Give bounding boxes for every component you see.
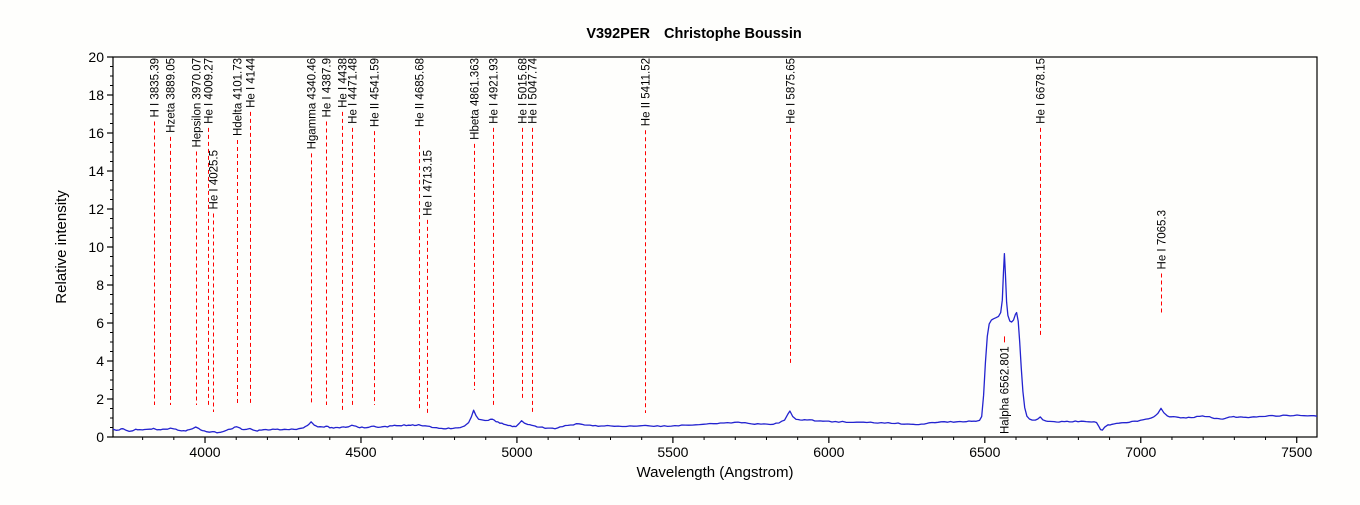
spectral-line-label: He I 4471.48 bbox=[348, 58, 360, 124]
spectral-line-label: He I 4144 bbox=[246, 57, 258, 107]
spectral-line-label: He II 5411.52 bbox=[641, 58, 653, 126]
x-tick-label: 4500 bbox=[345, 444, 376, 460]
spectrum-series bbox=[112, 253, 1318, 434]
y-tick-label: 4 bbox=[96, 353, 104, 369]
y-tick-label: 20 bbox=[88, 49, 104, 65]
x-tick-label: 5000 bbox=[501, 444, 532, 460]
spectral-line-label: He I 5015.68 bbox=[518, 58, 530, 124]
x-tick-label: 5500 bbox=[657, 444, 688, 460]
y-tick-label: 16 bbox=[88, 125, 104, 141]
y-axis-label: Relative intensity bbox=[53, 190, 70, 304]
spectral-line-label: Hbeta 4861.363 bbox=[470, 58, 482, 140]
spectral-line-label: He I 4009.27 bbox=[204, 58, 216, 124]
x-axis-label: Wavelength (Angstrom) bbox=[636, 464, 793, 481]
spectral-line-label: He I 4387.9 bbox=[322, 58, 334, 117]
spectral-line-label: He I 7065.3 bbox=[1157, 210, 1169, 269]
spectral-line-label: He I 6678.15 bbox=[1036, 58, 1048, 124]
x-tick-label: 4000 bbox=[189, 444, 220, 460]
spectral-line-label: He I 4921.93 bbox=[489, 58, 501, 124]
spectral-line-label: He I 5875.65 bbox=[786, 58, 798, 124]
spectrum-series-group bbox=[112, 253, 1318, 434]
chart-title-object: V392PER bbox=[586, 26, 650, 42]
spectral-line-label: He II 4541.59 bbox=[370, 58, 382, 127]
x-tick-label: 6500 bbox=[969, 444, 1000, 460]
spectral-line-label: Halpha 6562.801 bbox=[1000, 346, 1012, 434]
y-tick-label: 0 bbox=[96, 429, 104, 445]
x-tick-label: 7500 bbox=[1281, 444, 1312, 460]
spectral-line-label: He I 4713.15 bbox=[423, 150, 435, 216]
y-tick-label: 8 bbox=[96, 277, 104, 293]
y-tick-label: 12 bbox=[88, 201, 104, 217]
x-tick-label: 6000 bbox=[813, 444, 844, 460]
plot-frame bbox=[112, 56, 1318, 438]
spectral-line-label: He II 4685.68 bbox=[415, 58, 427, 127]
spectral-line-label: Hgamma 4340.46 bbox=[307, 58, 319, 149]
spectral-line-label: He I 4438 bbox=[338, 58, 350, 108]
spectral-line-markers: H I 3835.39 Hzeta 3889.05 Hepsilon 3970.07… bbox=[150, 57, 1169, 434]
chart-title-author: Christophe Boussin bbox=[664, 26, 802, 42]
spectral-line-label: He I 5047.74 bbox=[528, 57, 540, 123]
y-tick-label: 14 bbox=[88, 163, 104, 179]
y-tick-label: 18 bbox=[88, 87, 104, 103]
x-tick-label: 7000 bbox=[1125, 444, 1156, 460]
spectral-line-label: Hepsilon 3970.07 bbox=[192, 58, 204, 148]
spectral-line-label: He I 4025.5 bbox=[209, 150, 221, 209]
y-tick-label: 6 bbox=[96, 315, 104, 331]
spectral-line-label: Hzeta 3889.05 bbox=[166, 58, 178, 133]
spectral-line-label: Hdelta 4101.73 bbox=[233, 58, 245, 136]
y-tick-label: 2 bbox=[96, 391, 104, 407]
axes: 4000 4500 5000 5500 6000 6500 7000 7500 0 2 4 6 8 10 1… bbox=[88, 49, 1318, 460]
spectral-line-label: H I 3835.39 bbox=[150, 58, 162, 117]
y-tick-label: 10 bbox=[88, 239, 104, 255]
